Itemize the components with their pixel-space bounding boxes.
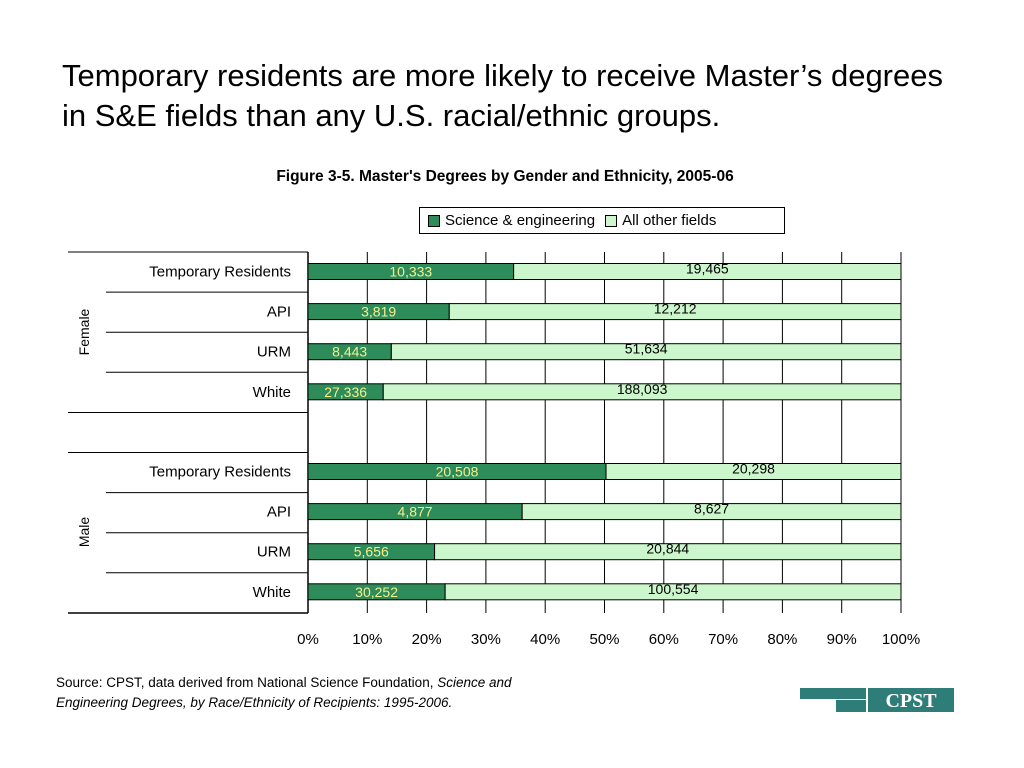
bar-other	[444, 583, 902, 601]
category-label: Temporary Residents	[149, 264, 291, 281]
category-label: White	[253, 584, 291, 601]
category-label: URM	[257, 544, 291, 561]
data-label-other: 19,465	[686, 261, 729, 277]
legend-label-other: All other fields	[622, 212, 717, 229]
bar-other	[448, 303, 902, 321]
legend-item-other: All other fields	[605, 212, 716, 229]
group-label-female: Female	[76, 308, 92, 355]
legend-label-se: Science & engineering	[445, 212, 596, 229]
bar-other	[390, 343, 902, 361]
data-label-other: 12,212	[654, 301, 697, 317]
data-label-se: 3,819	[361, 304, 396, 320]
data-label-other: 51,634	[625, 341, 668, 357]
bar-other	[382, 383, 902, 401]
group-label-male: Male	[76, 517, 92, 548]
category-label: API	[267, 304, 291, 321]
source-title-line1: Science and	[437, 675, 512, 690]
data-label-other: 8,627	[694, 501, 729, 517]
cpst-logo: CPST	[800, 688, 954, 712]
x-tick-label: 10%	[352, 631, 382, 648]
data-label-other: 20,298	[732, 461, 775, 477]
source-note: Source: CPST, data derived from National…	[56, 673, 512, 713]
x-tick-label: 40%	[530, 631, 560, 648]
category-label: URM	[257, 344, 291, 361]
legend-swatch-se	[428, 214, 440, 227]
bar-other	[513, 263, 902, 280]
legend-item-se: Science & engineering	[428, 212, 595, 229]
x-tick-label: 50%	[589, 631, 619, 648]
chart-title: Figure 3-5. Master's Degrees by Gender a…	[276, 168, 734, 185]
stacked-bar-chart: Female Male Temporary Residents 10,333 19,46…	[68, 251, 920, 648]
chart-legend: Science & engineering All other fields	[419, 207, 785, 234]
bar-other	[434, 543, 902, 561]
x-tick-label: 80%	[767, 631, 797, 648]
bar-other	[605, 463, 902, 480]
data-label-se: 4,877	[398, 504, 433, 520]
category-label: API	[267, 504, 291, 521]
x-tick-label: 0%	[297, 631, 319, 648]
data-label-se: 8,443	[332, 344, 367, 360]
x-tick-label: 100%	[882, 631, 920, 648]
bar-other	[521, 503, 902, 521]
source-prefix: Source: CPST, data derived from National…	[56, 675, 438, 690]
x-tick-label: 20%	[412, 631, 442, 648]
x-tick-label: 30%	[471, 631, 501, 648]
x-tick-label: 70%	[708, 631, 738, 648]
data-label-se: 30,252	[355, 584, 398, 600]
logo-text: CPST	[885, 690, 937, 712]
legend-swatch-other	[605, 214, 618, 227]
category-label: Temporary Residents	[149, 464, 291, 481]
category-label: White	[253, 384, 291, 401]
data-label-se: 10,333	[389, 264, 432, 280]
data-label-other: 100,554	[648, 581, 699, 597]
data-label-se: 5,656	[354, 544, 389, 560]
slide-headline: Temporary residents are more likely to r…	[62, 58, 943, 133]
data-label-se: 20,508	[436, 464, 479, 480]
data-label-other: 188,093	[617, 381, 668, 397]
x-tick-label: 60%	[649, 631, 679, 648]
source-title-line2: Engineering Degrees, by Race/Ethnicity o…	[56, 695, 453, 710]
data-label-other: 20,844	[646, 541, 689, 557]
x-tick-label: 90%	[827, 631, 857, 648]
data-label-se: 27,336	[324, 384, 367, 400]
